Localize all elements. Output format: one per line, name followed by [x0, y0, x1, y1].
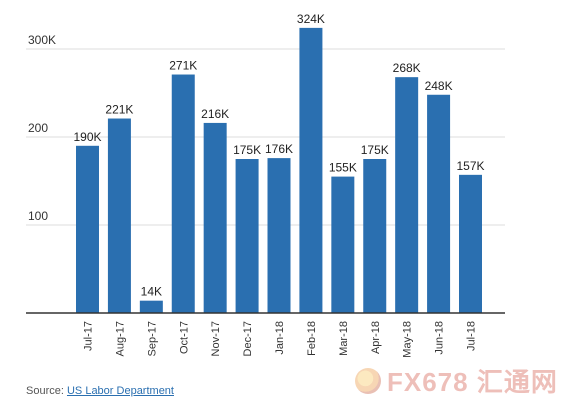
- bar: [171, 74, 195, 314]
- x-axis-ticks: Jul-17 Aug-17 Sep-17 Oct-17 Nov-17 Dec-17 Jan-…: [83, 321, 478, 358]
- y-tick-label: 100: [28, 209, 48, 223]
- data-labels: 190K 221K 14K 271K 216K 175K 176K 324K 155K 175K 2…: [73, 12, 484, 299]
- x-tick-label: Jul-17: [83, 321, 95, 351]
- bars: [76, 27, 482, 314]
- data-label: 176K: [265, 142, 293, 156]
- source-prefix: Source:: [26, 385, 64, 397]
- bar: [76, 145, 99, 313]
- watermark-text: FX678 汇通网: [387, 367, 558, 397]
- bar: [427, 94, 451, 313]
- y-axis-ticks: 100 200 300K: [28, 33, 56, 223]
- data-label: 268K: [393, 61, 421, 75]
- bar: [267, 158, 291, 313]
- x-tick-label: Aug-17: [114, 321, 126, 356]
- x-tick-label: Sep-17: [146, 321, 158, 356]
- x-tick-label: Apr-18: [370, 321, 382, 354]
- data-label: 216K: [201, 107, 229, 121]
- bar: [235, 159, 259, 313]
- watermark-logo-icon: [355, 367, 381, 394]
- bar: [363, 159, 387, 313]
- x-tick-label: Oct-17: [178, 321, 190, 354]
- data-label: 248K: [425, 79, 453, 93]
- data-label: 155K: [329, 161, 357, 175]
- data-label: 175K: [233, 143, 261, 157]
- data-label: 324K: [297, 12, 325, 26]
- bar: [139, 300, 163, 313]
- bar: [107, 118, 131, 314]
- bar: [299, 27, 323, 313]
- data-label: 14K: [141, 285, 162, 299]
- data-label: 157K: [456, 159, 484, 173]
- x-tick-label: May-18: [402, 321, 414, 358]
- bar: [395, 77, 419, 313]
- x-tick-label: Jul-18: [466, 321, 478, 351]
- x-tick-label: Dec-17: [242, 321, 254, 356]
- watermark: FX678 汇通网: [355, 362, 558, 399]
- bar: [331, 176, 355, 313]
- bar: [459, 174, 482, 313]
- x-tick-label: Feb-18: [306, 321, 318, 356]
- x-tick-label: Mar-18: [338, 321, 350, 356]
- data-label: 190K: [73, 130, 101, 144]
- x-tick-label: Jun-18: [434, 321, 446, 355]
- y-tick-label: 200: [28, 121, 48, 135]
- x-tick-label: Jan-18: [274, 321, 286, 355]
- gridlines: [26, 48, 505, 226]
- source-note: Source: US Labor Department: [26, 385, 174, 397]
- data-label: 175K: [361, 143, 389, 157]
- y-tick-label: 300K: [28, 33, 56, 47]
- x-tick-label: Nov-17: [210, 321, 222, 356]
- bar: [203, 122, 227, 313]
- data-label: 271K: [169, 59, 197, 73]
- source-link[interactable]: US Labor Department: [66, 385, 174, 397]
- data-label: 221K: [105, 103, 133, 117]
